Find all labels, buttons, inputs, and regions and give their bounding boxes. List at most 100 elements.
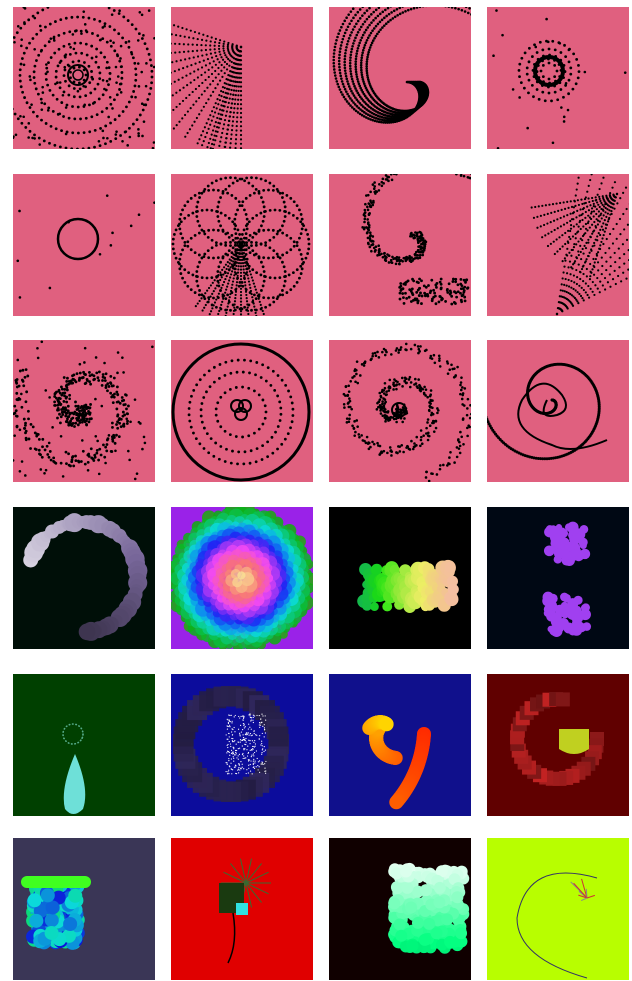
- dot: [236, 236, 239, 240]
- dot: [192, 37, 195, 40]
- dot: [404, 4, 407, 7]
- dot: [56, 403, 60, 407]
- dot: [396, 406, 400, 409]
- dot: [588, 226, 591, 229]
- dot: [370, 239, 374, 243]
- dot: [366, 205, 369, 209]
- dot: [236, 274, 239, 277]
- dot: [426, 294, 430, 298]
- dot: [172, 252, 176, 255]
- dot: [228, 79, 231, 82]
- dot: [240, 317, 242, 319]
- dot: [198, 224, 201, 228]
- dot: [572, 263, 575, 266]
- dot: [373, 37, 376, 40]
- dot: [83, 23, 87, 26]
- dot: [570, 286, 573, 289]
- dot: [581, 247, 584, 251]
- dot: [418, 7, 422, 9]
- dot: [111, 384, 115, 388]
- dot: [447, 7, 451, 8]
- dot: [228, 97, 231, 100]
- dot: [252, 293, 256, 297]
- dot: [572, 206, 575, 209]
- dot: [575, 268, 578, 272]
- dot: [257, 255, 261, 259]
- dot: [125, 407, 128, 411]
- dot: [79, 41, 83, 45]
- dot: [101, 79, 105, 82]
- dot: [105, 438, 109, 442]
- dot: [239, 107, 243, 110]
- dot: [52, 456, 56, 460]
- dot: [564, 231, 567, 235]
- dot: [585, 275, 588, 278]
- dot: [614, 282, 617, 286]
- dot: [240, 320, 242, 322]
- dot: [239, 274, 243, 278]
- dot: [593, 220, 596, 224]
- dot: [109, 391, 113, 395]
- dot: [224, 297, 228, 301]
- dot: [90, 373, 94, 377]
- dot: [340, 40, 344, 44]
- dot: [239, 294, 243, 297]
- dot: [172, 108, 175, 112]
- dot: [81, 449, 85, 453]
- dot: [114, 137, 118, 141]
- dot: [239, 310, 243, 313]
- dot: [245, 267, 248, 271]
- dot: [441, 162, 444, 165]
- dot: [539, 225, 542, 228]
- dot: [596, 235, 599, 238]
- dot: [264, 315, 266, 316]
- dot: [161, 75, 163, 77]
- dot: [408, 165, 411, 168]
- dot: [351, 376, 354, 379]
- dot: [13, 404, 17, 408]
- dot: [360, 71, 363, 74]
- dot: [72, 87, 76, 90]
- dot: [590, 174, 593, 176]
- dot: [117, 114, 121, 118]
- dot: [229, 111, 232, 114]
- dot: [103, 87, 106, 91]
- dot: [228, 59, 231, 62]
- dot: [276, 189, 280, 193]
- dot: [372, 27, 376, 30]
- dot: [126, 412, 129, 416]
- dot: [53, 395, 57, 398]
- dot: [54, 69, 58, 73]
- dot: [420, 435, 423, 439]
- dot: [427, 162, 430, 165]
- dot: [198, 138, 201, 141]
- dot: [223, 270, 227, 273]
- dot: [115, 407, 119, 411]
- dot: [419, 234, 423, 237]
- dot: [227, 92, 230, 95]
- dot: [63, 1, 66, 4]
- dot: [214, 130, 217, 133]
- dot: [259, 273, 263, 277]
- dot: [63, 54, 67, 58]
- dot: [156, 42, 158, 44]
- dot: [527, 91, 530, 95]
- dot: [158, 31, 160, 33]
- dot: [437, 300, 441, 304]
- dot: [332, 68, 336, 71]
- dot: [348, 61, 352, 65]
- dot: [100, 110, 104, 114]
- dot: [363, 226, 366, 229]
- dot: [191, 49, 194, 53]
- dot: [579, 294, 583, 298]
- dot: [459, 392, 462, 396]
- dot: [275, 252, 279, 256]
- dot: [281, 293, 285, 297]
- dot: [62, 376, 66, 379]
- dot: [58, 112, 62, 116]
- dot: [407, 378, 411, 381]
- dot: [249, 273, 252, 276]
- dot: [402, 282, 406, 286]
- dot: [574, 194, 577, 197]
- dot: [578, 284, 581, 287]
